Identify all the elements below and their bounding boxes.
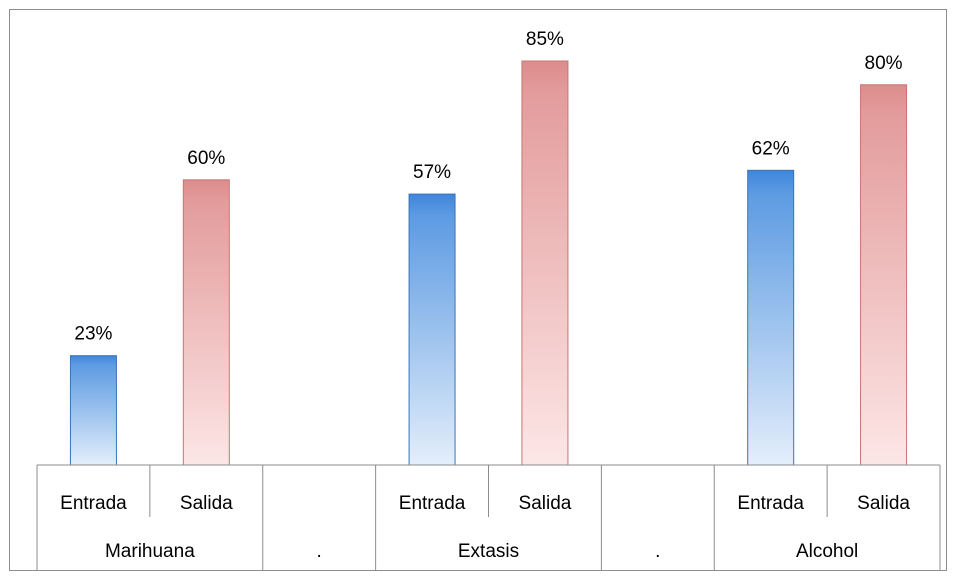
bars-layer xyxy=(69,60,908,466)
bar-marihuana-entrada xyxy=(69,355,117,466)
labels-layer: 23% 60% 57% 85% 62% 80% Marihuana. Extasis. Alco… xyxy=(60,29,910,562)
group-label-marihuana: Marihuana xyxy=(105,541,195,562)
data-label-alcohol-entrada: 62% xyxy=(752,138,790,159)
data-label-alcohol-salida: 80% xyxy=(865,53,903,74)
data-label-marihuana-entrada: 23% xyxy=(74,324,112,345)
tick-label-marihuana-entrada: Entrada xyxy=(60,493,127,514)
group-label-extasis: Extasis xyxy=(458,541,519,562)
bar-alcohol-salida xyxy=(860,84,908,466)
bar-alcohol-entrada xyxy=(747,169,795,466)
chart-frame xyxy=(9,9,947,571)
bar-extasis-salida xyxy=(521,60,569,466)
tick-label-alcohol-entrada: Entrada xyxy=(737,493,804,514)
bar-marihuana-salida xyxy=(182,179,230,466)
group-label-spacer: . xyxy=(317,541,322,562)
tick-label-extasis-entrada: Entrada xyxy=(399,493,466,514)
category-axis xyxy=(36,464,941,570)
tick-label-marihuana-salida: Salida xyxy=(180,493,233,514)
tick-label-extasis-salida: Salida xyxy=(519,493,572,514)
data-label-extasis-entrada: 57% xyxy=(413,162,451,183)
group-label-spacer: . xyxy=(655,541,660,562)
data-label-marihuana-salida: 60% xyxy=(187,148,225,169)
group-label-alcohol: Alcohol xyxy=(796,541,858,562)
data-label-extasis-salida: 85% xyxy=(526,29,564,50)
tick-label-alcohol-salida: Salida xyxy=(857,493,910,514)
bar-extasis-entrada xyxy=(408,193,456,466)
